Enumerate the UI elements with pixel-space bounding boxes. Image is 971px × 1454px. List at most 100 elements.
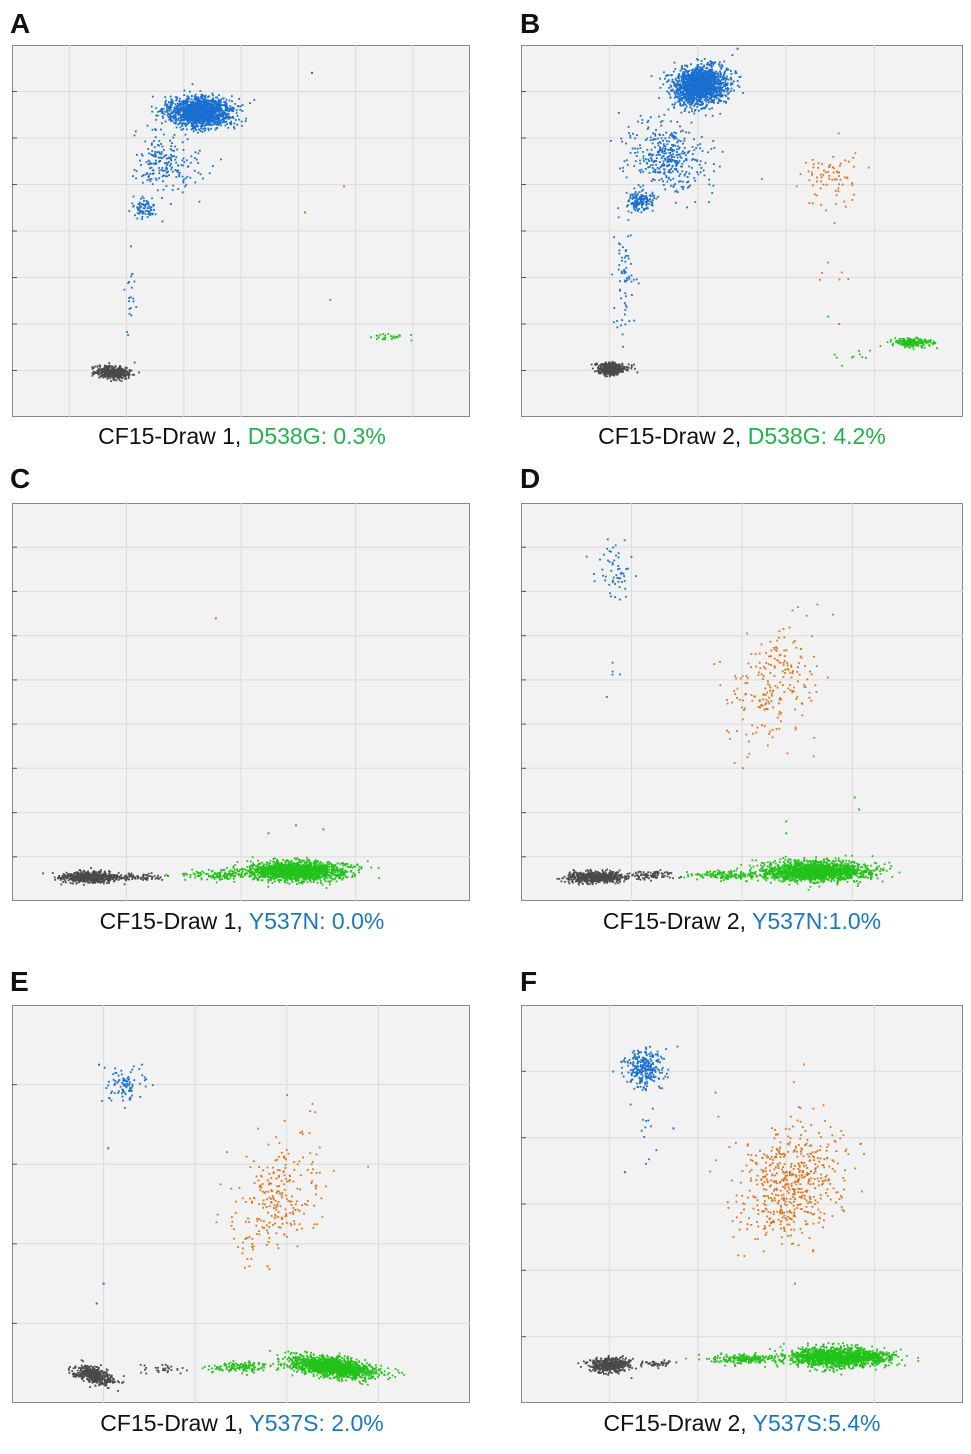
droplet-point <box>709 82 712 84</box>
droplet-point <box>190 124 193 126</box>
droplet-point <box>659 161 661 163</box>
droplet-point <box>192 124 195 127</box>
droplet-point <box>633 187 636 190</box>
droplet-point <box>139 159 141 162</box>
droplet-point <box>648 160 650 162</box>
droplet-point <box>189 100 191 103</box>
droplet-point <box>720 66 723 69</box>
droplet-point <box>661 150 664 152</box>
droplet-point <box>206 116 209 119</box>
droplet-point <box>700 68 703 70</box>
droplet-point <box>179 111 181 114</box>
droplet-point <box>232 110 235 113</box>
droplet-point <box>638 169 641 172</box>
droplet-point <box>647 126 650 129</box>
droplet-point <box>683 90 686 92</box>
droplet-point <box>733 89 735 92</box>
droplet-point <box>702 169 705 172</box>
droplet-point <box>146 179 149 182</box>
droplet-point <box>705 94 707 97</box>
droplet-point <box>616 372 618 374</box>
droplet-point <box>705 86 708 89</box>
droplet-point <box>678 74 681 77</box>
droplet-point <box>710 68 713 71</box>
droplet-point <box>145 161 148 163</box>
droplet-point <box>215 100 218 103</box>
droplet-point <box>216 103 218 106</box>
droplet-point <box>225 105 227 108</box>
droplet-point <box>698 76 701 79</box>
droplet-point <box>650 75 653 78</box>
droplet-point <box>690 107 693 110</box>
droplet-point <box>141 203 143 205</box>
droplet-point <box>681 99 683 102</box>
droplet-point <box>609 371 612 374</box>
droplet-point <box>206 122 209 125</box>
droplet-point <box>617 112 620 114</box>
droplet-point <box>170 118 172 121</box>
droplet-point <box>203 119 205 121</box>
droplet-point <box>707 151 709 154</box>
droplet-point <box>707 72 710 74</box>
droplet-point <box>159 160 161 162</box>
droplet-point <box>675 189 678 192</box>
droplet-point <box>195 120 198 123</box>
droplet-point <box>202 109 205 112</box>
cluster-blue <box>650 54 744 124</box>
droplet-point <box>221 113 223 115</box>
droplet-point <box>197 120 200 122</box>
droplet-point <box>180 108 183 110</box>
droplet-point <box>103 374 106 376</box>
droplet-point <box>687 97 690 99</box>
droplet-point <box>206 109 209 111</box>
droplet-point <box>181 141 184 144</box>
droplet-point <box>190 95 193 98</box>
droplet-point <box>170 154 172 156</box>
droplet-point <box>160 151 163 153</box>
droplet-point <box>182 128 185 130</box>
droplet-point <box>700 103 702 106</box>
droplet-point <box>194 128 197 130</box>
droplet-point <box>173 134 176 136</box>
droplet-point <box>189 176 192 179</box>
droplet-point <box>184 185 186 188</box>
droplet-point <box>215 105 218 108</box>
droplet-point <box>667 159 670 162</box>
droplet-point <box>662 155 665 157</box>
droplet-point <box>640 196 643 199</box>
droplet-point <box>185 159 188 162</box>
droplet-point <box>696 159 698 162</box>
droplet-point <box>678 80 681 82</box>
droplet-point <box>617 365 620 368</box>
droplet-point <box>676 95 679 98</box>
droplet-point <box>669 152 672 154</box>
droplet-point <box>192 130 195 133</box>
droplet-point <box>224 101 227 104</box>
droplet-point <box>174 145 177 148</box>
droplet-point <box>171 99 173 102</box>
droplet-point <box>682 72 685 75</box>
droplet-point <box>711 76 714 79</box>
droplet-point <box>713 82 716 85</box>
droplet-point <box>656 166 659 169</box>
droplet-point <box>111 366 114 369</box>
droplet-point <box>182 164 185 167</box>
droplet-point <box>201 95 203 98</box>
droplet-point <box>203 103 205 106</box>
droplet-point <box>691 96 693 99</box>
droplet-point <box>194 157 196 159</box>
droplet-point <box>636 198 639 201</box>
droplet-point <box>694 103 696 106</box>
droplet-point <box>707 92 710 95</box>
droplet-point <box>176 98 178 101</box>
droplet-point <box>725 101 727 104</box>
droplet-point <box>197 152 200 155</box>
droplet-point <box>634 199 637 202</box>
droplet-point <box>193 98 196 101</box>
droplet-point <box>128 297 130 299</box>
droplet-point <box>742 92 744 94</box>
droplet-point <box>601 368 604 371</box>
droplet-point <box>711 85 713 88</box>
droplet-point <box>196 107 199 110</box>
droplet-point <box>183 161 186 163</box>
